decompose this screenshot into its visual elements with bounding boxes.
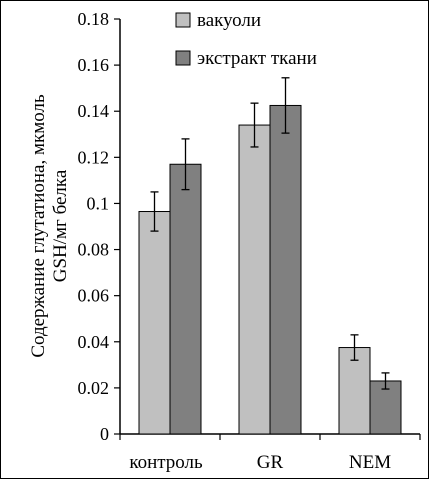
x-tick-label: контроль xyxy=(129,452,203,473)
y-tick-label: 0.1 xyxy=(87,193,110,213)
legend-label-0: вакуоли xyxy=(197,10,261,31)
legend-swatch-0 xyxy=(175,12,191,28)
y-tick-label: 0.18 xyxy=(78,9,110,29)
bars xyxy=(138,104,402,435)
bar-1-0 xyxy=(238,124,271,435)
bar-1-1 xyxy=(269,104,302,435)
y-axis-ticks: 0 0.02 0.04 0.06 0.08 0.1 0.12 0.14 0.16 0.18 xyxy=(78,9,120,444)
legend-swatch-1 xyxy=(175,50,191,66)
x-tick-label: NEM xyxy=(349,452,391,473)
bar-0-0 xyxy=(138,211,171,435)
y-tick-label: 0 xyxy=(100,424,109,444)
x-tick-label: GR xyxy=(257,452,284,473)
y-axis-title-line2: GSH/мг белка xyxy=(50,169,71,282)
y-tick-label: 0.14 xyxy=(78,101,110,121)
y-tick-label: 0.12 xyxy=(78,147,110,167)
y-axis-title-line1: Содержание глутатиона, мкмоль xyxy=(28,94,49,358)
y-tick-label: 0.02 xyxy=(78,378,110,398)
bar-0-1 xyxy=(169,163,202,435)
y-tick-label: 0.06 xyxy=(78,286,110,306)
error-bars xyxy=(150,77,390,390)
legend: вакуоли экстракт ткани xyxy=(175,10,317,69)
bar-2-0 xyxy=(338,347,371,435)
y-axis-title: Содержание глутатиона, мкмоль GSH/мг бел… xyxy=(28,94,71,358)
y-tick-label: 0.04 xyxy=(78,332,110,352)
y-tick-label: 0.16 xyxy=(78,55,110,75)
legend-label-1: экстракт ткани xyxy=(197,48,317,69)
y-tick-label: 0.08 xyxy=(78,240,110,260)
x-axis-labels: контроль GR NEM xyxy=(129,452,391,473)
bar-2-1 xyxy=(369,380,402,435)
